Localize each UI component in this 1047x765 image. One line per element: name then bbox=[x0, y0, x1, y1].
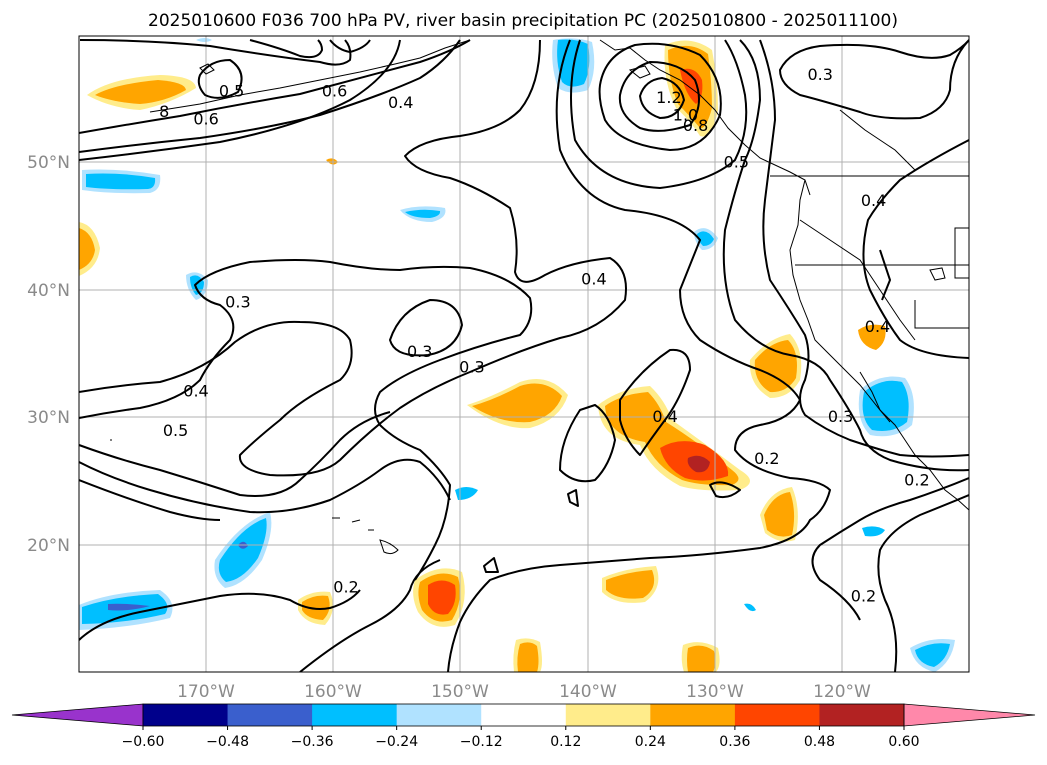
colorbar-extend-max bbox=[903, 703, 1036, 727]
colorbar-tick-label: −0.60 bbox=[122, 734, 165, 750]
colorbar-tick-label: 0.60 bbox=[888, 734, 919, 750]
colorbar-tick-label: 0.12 bbox=[550, 734, 581, 750]
lon-label-160w: 160°W bbox=[304, 682, 362, 702]
contour-label: 0.4 bbox=[388, 93, 413, 112]
latitude-labels: 50°N 40°N 30°N 20°N bbox=[27, 153, 70, 556]
colorbar: −0.60 −0.48 −0.36 −0.24 −0.12 0.12 0.24 0.36 0.4… bbox=[11, 703, 1036, 750]
colorbar-segment bbox=[565, 704, 651, 726]
contour-label: 0.6 bbox=[193, 110, 218, 129]
colorbar-tick-label: −0.36 bbox=[291, 734, 334, 750]
contour-label: 0.5 bbox=[219, 82, 244, 101]
lon-label-150w: 150°W bbox=[431, 682, 489, 702]
contour-label: 0.6 bbox=[322, 82, 347, 101]
lon-label-140w: 140°W bbox=[559, 682, 617, 702]
contour-label: 0.2 bbox=[333, 578, 358, 597]
lat-label-40n: 40°N bbox=[27, 281, 70, 301]
contour-label: 0.5 bbox=[163, 421, 188, 440]
pv-contour-labels: 0.60.40.50.680.50.31.21.00.80.40.40.30.3… bbox=[159, 65, 930, 606]
contour-label: 0.5 bbox=[724, 153, 749, 172]
contour-label: 0.4 bbox=[861, 191, 886, 210]
colorbar-tick-label: 0.48 bbox=[804, 734, 835, 750]
colorbar-segment bbox=[481, 704, 567, 726]
contour-label: 0.3 bbox=[459, 358, 484, 377]
contour-label: 0.2 bbox=[851, 587, 876, 606]
contour-label: 0.3 bbox=[828, 407, 853, 426]
contour-label: 0.4 bbox=[581, 270, 606, 289]
lon-label-120w: 120°W bbox=[813, 682, 871, 702]
colorbar-segment bbox=[819, 704, 905, 726]
contour-label: 1.0 bbox=[673, 106, 698, 125]
contour-label: 0.4 bbox=[865, 317, 890, 336]
contour-label: 0.3 bbox=[225, 293, 250, 312]
colorbar-extend-min bbox=[11, 703, 144, 727]
contour-label: 0.3 bbox=[407, 342, 432, 361]
contour-label: 0.4 bbox=[183, 382, 208, 401]
longitude-labels: 170°W 160°W 150°W 140°W 130°W 120°W bbox=[177, 682, 871, 702]
colorbar-segment bbox=[143, 704, 229, 726]
contour-label: 0.4 bbox=[652, 407, 677, 426]
lat-label-50n: 50°N bbox=[27, 153, 70, 173]
colorbar-segment bbox=[396, 704, 482, 726]
contour-label: 0.2 bbox=[754, 449, 779, 468]
lon-label-170w: 170°W bbox=[177, 682, 235, 702]
colorbar-tick-label: −0.48 bbox=[206, 734, 249, 750]
lat-label-30n: 30°N bbox=[27, 408, 70, 428]
colorbar-tick-label: −0.24 bbox=[375, 734, 418, 750]
map-title: 2025010600 F036 700 hPa PV, river basin … bbox=[148, 11, 898, 31]
contour-label: 8 bbox=[159, 102, 169, 121]
lon-label-130w: 130°W bbox=[686, 682, 744, 702]
colorbar-tick-label: −0.12 bbox=[460, 734, 503, 750]
pv-contours bbox=[79, 39, 969, 672]
colorbar-tick-label: 0.36 bbox=[719, 734, 750, 750]
contour-label: 0.2 bbox=[904, 471, 929, 490]
colorbar-segment bbox=[312, 704, 398, 726]
map-frame bbox=[78, 35, 970, 673]
colorbar-segment bbox=[734, 704, 820, 726]
contour-label: 0.3 bbox=[807, 65, 832, 84]
map-plot-area: 0.60.40.50.680.50.31.21.00.80.40.40.30.3… bbox=[79, 36, 969, 672]
contour-label: 0.8 bbox=[683, 116, 708, 135]
coastlines bbox=[110, 39, 969, 555]
lat-label-20n: 20°N bbox=[27, 536, 70, 556]
colorbar-frame bbox=[142, 703, 905, 727]
colorbar-segment bbox=[227, 704, 313, 726]
colorbar-segment bbox=[650, 704, 736, 726]
colorbar-tick-label: 0.24 bbox=[635, 734, 666, 750]
contour-label: 1.2 bbox=[656, 88, 681, 107]
